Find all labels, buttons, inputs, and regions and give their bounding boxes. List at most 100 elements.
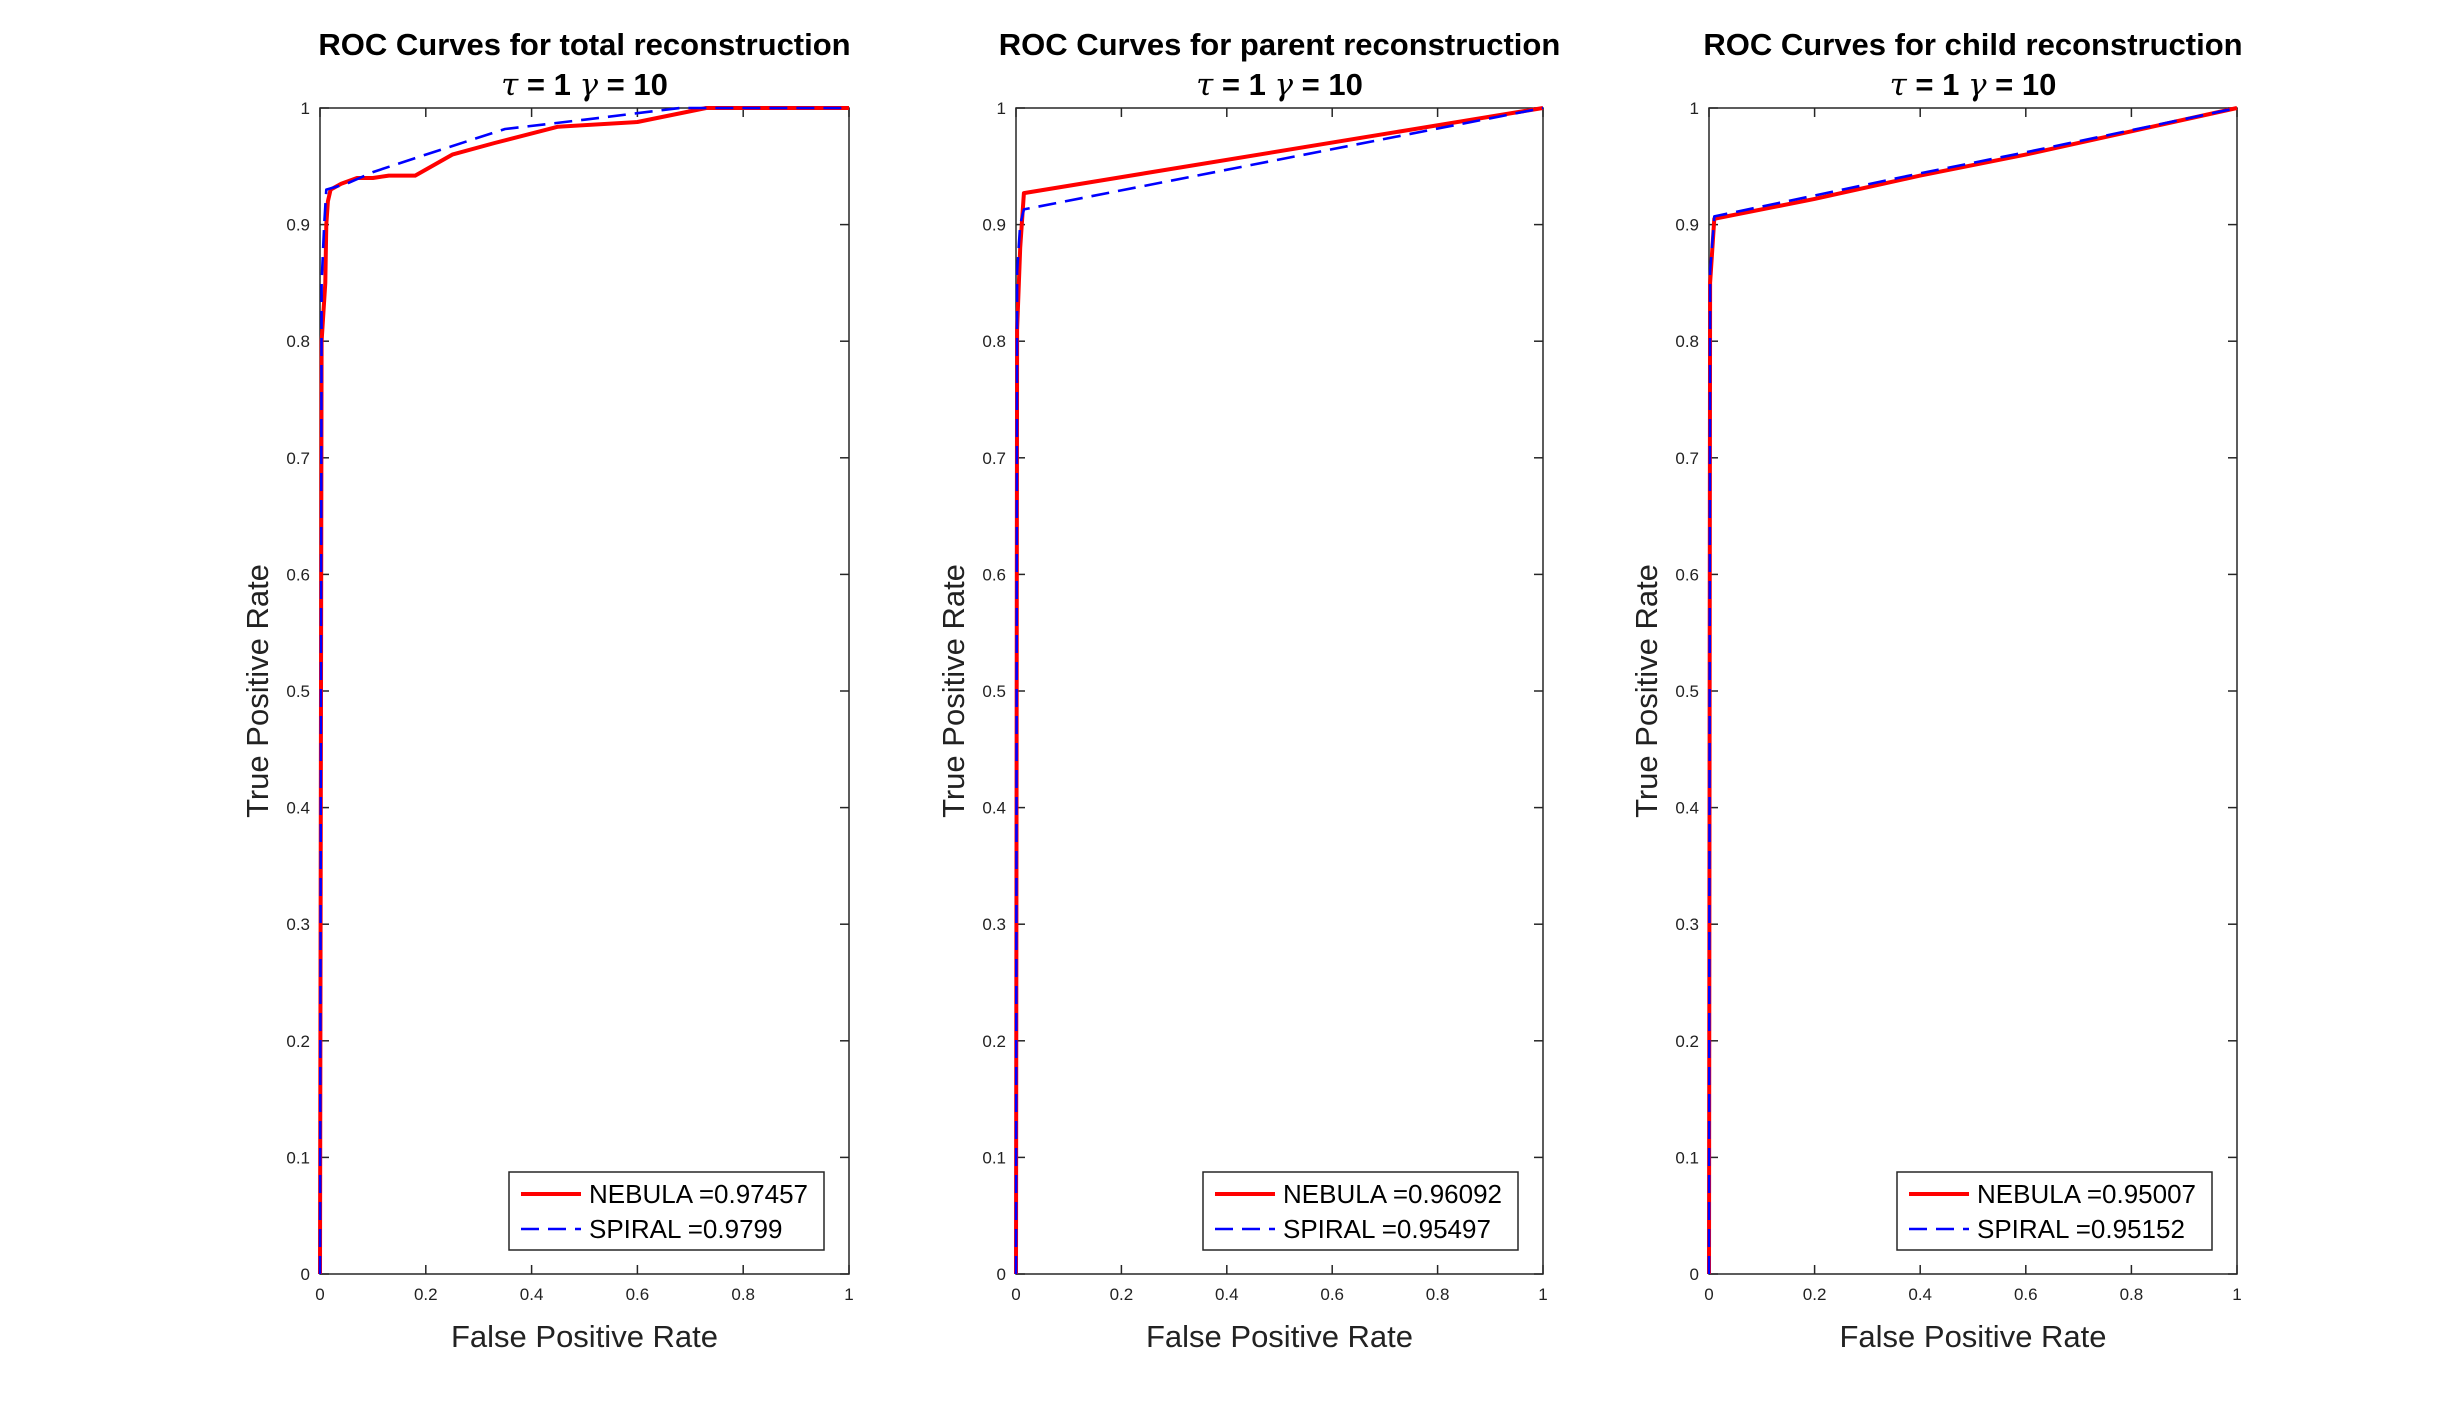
subtitle-gamma-text: = 10 — [1293, 67, 1363, 102]
x-tick-label: 0.6 — [626, 1285, 650, 1304]
y-tick-label: 0.7 — [982, 449, 1006, 468]
y-tick-label: 0.1 — [1675, 1148, 1699, 1167]
x-tick-label: 0.4 — [1215, 1285, 1239, 1304]
y-tick-label: 1 — [997, 99, 1006, 118]
y-tick-label: 1 — [301, 99, 310, 118]
subtitle-gamma-symbol: γ — [1968, 67, 1987, 103]
roc-chart-3: ROC Curves for child reconstruction τ = 1… — [1629, 27, 2243, 1354]
x-tick-label: 0.2 — [414, 1285, 438, 1304]
x-tick-label: 0.8 — [1426, 1285, 1450, 1304]
y-tick-label: 0.3 — [982, 915, 1006, 934]
chart-subtitle: τ = 1 γ = 10 — [501, 67, 668, 103]
x-tick-label: 0 — [315, 1285, 324, 1304]
series-line-nebula — [1707, 106, 2238, 1275]
legend: NEBULA =0.96092 SPIRAL =0.95497 — [1202, 1171, 1519, 1251]
subtitle-gamma-symbol: γ — [580, 67, 599, 103]
y-tick-label: 0.2 — [1675, 1032, 1699, 1051]
subtitle-tau-symbol: τ — [1890, 67, 1908, 103]
x-tick-label: 0.8 — [2120, 1285, 2144, 1304]
y-tick-label: 0 — [1690, 1265, 1699, 1284]
subtitle-tau-text: = 1 — [518, 67, 579, 102]
series-line-nebula — [318, 106, 849, 1275]
subtitle-tau-text: = 1 — [1907, 67, 1968, 102]
legend-box — [508, 1171, 825, 1251]
y-tick-label: 0.9 — [982, 216, 1006, 235]
chart-title: ROC Curves for child reconstruction — [1703, 27, 2242, 62]
x-tick-label: 1 — [1538, 1285, 1547, 1304]
y-tick-label: 0.4 — [1675, 799, 1699, 818]
legend-label-spiral: SPIRAL =0.9799 — [589, 1214, 782, 1244]
chart-subtitle: τ = 1 γ = 10 — [1890, 67, 2057, 103]
y-tick-label: 0.5 — [286, 682, 310, 701]
legend-box — [1202, 1171, 1519, 1251]
x-tick-label: 0 — [1704, 1285, 1713, 1304]
subtitle-tau-text: = 1 — [1213, 67, 1274, 102]
x-axis-label: False Positive Rate — [1146, 1319, 1413, 1354]
chart-title: ROC Curves for total reconstruction — [318, 27, 850, 62]
y-tick-label: 0.7 — [1675, 449, 1699, 468]
subtitle-gamma-text: = 10 — [598, 67, 668, 102]
subtitle-gamma-symbol: γ — [1275, 67, 1294, 103]
legend: NEBULA =0.97457 SPIRAL =0.9799 — [508, 1171, 825, 1251]
roc-chart-1: ROC Curves for total reconstruction τ = 1… — [240, 27, 854, 1354]
y-axis-label: True Positive Rate — [936, 564, 971, 818]
y-tick-label: 0.8 — [1675, 332, 1699, 351]
legend-label-spiral: SPIRAL =0.95152 — [1977, 1214, 2185, 1244]
x-axis-label: False Positive Rate — [451, 1319, 718, 1354]
x-tick-label: 0.4 — [1908, 1285, 1932, 1304]
x-tick-label: 0.6 — [2014, 1285, 2038, 1304]
y-tick-label: 0.9 — [1675, 216, 1699, 235]
x-tick-label: 0.2 — [1110, 1285, 1134, 1304]
y-tick-label: 0.2 — [982, 1032, 1006, 1051]
y-tick-label: 0.3 — [1675, 915, 1699, 934]
y-tick-label: 0.4 — [982, 799, 1006, 818]
series-line-spiral — [1014, 106, 1544, 1275]
y-tick-label: 0.6 — [1675, 565, 1699, 584]
subtitle-gamma-text: = 10 — [1987, 67, 2057, 102]
series-line-nebula — [1014, 106, 1544, 1275]
x-tick-label: 1 — [2232, 1285, 2241, 1304]
y-tick-label: 0.9 — [286, 216, 310, 235]
series-line-spiral — [1707, 106, 2238, 1275]
subtitle-tau-symbol: τ — [501, 67, 519, 103]
plot-area-frame — [319, 107, 850, 1275]
x-tick-label: 0.6 — [1320, 1285, 1344, 1304]
y-tick-label: 0.5 — [982, 682, 1006, 701]
y-tick-label: 0.7 — [286, 449, 310, 468]
series-line-spiral — [318, 106, 849, 1275]
y-tick-label: 0.3 — [286, 915, 310, 934]
legend-label-spiral: SPIRAL =0.95497 — [1283, 1214, 1491, 1244]
x-tick-label: 0.8 — [731, 1285, 755, 1304]
x-axis-label: False Positive Rate — [1839, 1319, 2106, 1354]
plot-area-frame — [1708, 107, 2238, 1275]
y-tick-label: 0.5 — [1675, 682, 1699, 701]
roc-chart-2: ROC Curves for parent reconstruction τ = … — [936, 27, 1560, 1354]
legend-box — [1896, 1171, 2213, 1251]
legend: NEBULA =0.95007 SPIRAL =0.95152 — [1896, 1171, 2213, 1251]
y-tick-label: 0 — [301, 1265, 310, 1284]
y-axis-label: True Positive Rate — [240, 564, 275, 818]
y-tick-label: 0.8 — [982, 332, 1006, 351]
y-tick-label: 0.8 — [286, 332, 310, 351]
chart-subtitle: τ = 1 γ = 10 — [1196, 67, 1363, 103]
legend-label-nebula: NEBULA =0.96092 — [1283, 1179, 1502, 1209]
y-tick-label: 1 — [1690, 99, 1699, 118]
plot-area-frame — [1015, 107, 1544, 1275]
y-tick-label: 0.6 — [286, 565, 310, 584]
x-tick-label: 1 — [844, 1285, 853, 1304]
y-tick-label: 0.1 — [982, 1148, 1006, 1167]
y-tick-label: 0 — [997, 1265, 1006, 1284]
x-tick-label: 0.2 — [1803, 1285, 1827, 1304]
y-tick-label: 0.2 — [286, 1032, 310, 1051]
chart-title: ROC Curves for parent reconstruction — [999, 27, 1561, 62]
y-axis-label: True Positive Rate — [1629, 564, 1664, 818]
y-tick-label: 0.6 — [982, 565, 1006, 584]
legend-label-nebula: NEBULA =0.97457 — [589, 1179, 808, 1209]
legend-label-nebula: NEBULA =0.95007 — [1977, 1179, 2196, 1209]
y-tick-label: 0.1 — [286, 1148, 310, 1167]
x-tick-label: 0.4 — [520, 1285, 544, 1304]
x-tick-label: 0 — [1011, 1285, 1020, 1304]
subtitle-tau-symbol: τ — [1196, 67, 1214, 103]
y-tick-label: 0.4 — [286, 799, 310, 818]
